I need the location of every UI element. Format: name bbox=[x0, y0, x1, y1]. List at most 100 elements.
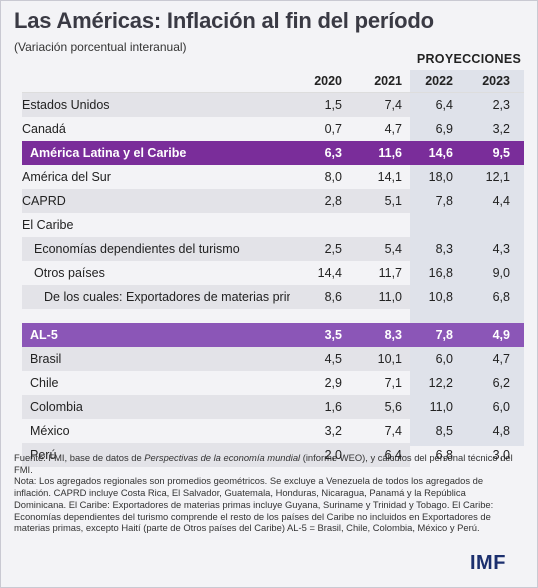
cell: 2,5 bbox=[324, 242, 342, 256]
row-label: Colombia bbox=[30, 400, 83, 414]
page-title: Las Américas: Inflación al fin del perío… bbox=[14, 8, 434, 33]
cell: 6,8 bbox=[492, 290, 510, 304]
cell: 6,8 bbox=[435, 448, 453, 462]
cell: 3,2 bbox=[324, 424, 342, 438]
row-peru: Perú 2,0 6,4 6,8 3,0 bbox=[22, 443, 524, 467]
row-canada: Canadá 0,7 4,7 6,9 3,2 bbox=[22, 117, 524, 141]
row-label: De los cuales: Exportadores de materias … bbox=[44, 290, 290, 304]
cell: 6,2 bbox=[492, 376, 510, 390]
row-chile: Chile 2,9 7,1 12,2 6,2 bbox=[22, 371, 524, 395]
year-2020: 2020 bbox=[314, 74, 342, 88]
cell: 2,0 bbox=[324, 448, 342, 462]
row-otros-paises: Otros países 14,4 11,7 16,8 9,0 bbox=[22, 261, 524, 285]
subtitle: (Variación porcentual interanual) bbox=[14, 40, 187, 54]
cell: 12,1 bbox=[485, 170, 510, 184]
cell: 6,0 bbox=[435, 352, 453, 366]
cell: 6,4 bbox=[435, 98, 453, 112]
cell: 4,4 bbox=[492, 194, 510, 208]
cell: 11,0 bbox=[378, 290, 402, 304]
row-label: América Latina y el Caribe bbox=[30, 146, 187, 160]
cell: 2,3 bbox=[492, 98, 510, 112]
row-exportadores-materias-primas: De los cuales: Exportadores de materias … bbox=[22, 285, 524, 309]
cell: 10,1 bbox=[377, 352, 402, 366]
row-brasil: Brasil 4,5 10,1 6,0 4,7 bbox=[22, 347, 524, 371]
cell: 0,7 bbox=[324, 122, 342, 136]
cell: 4,7 bbox=[492, 352, 510, 366]
row-label: Otros países bbox=[34, 266, 105, 280]
cell: 9,0 bbox=[492, 266, 510, 280]
row-estados-unidos: Estados Unidos 1,5 7,4 6,4 2,3 bbox=[22, 92, 524, 117]
cell: 4,7 bbox=[384, 122, 402, 136]
cell: 3,0 bbox=[492, 448, 510, 462]
cell: 16,8 bbox=[428, 266, 453, 280]
cell: 1,6 bbox=[324, 400, 342, 414]
source-note: Fuente: FMI, base de datos de Perspectiv… bbox=[14, 452, 514, 475]
cell: 4,5 bbox=[324, 352, 342, 366]
cell: 1,5 bbox=[324, 98, 342, 112]
row-label: Perú bbox=[30, 448, 57, 462]
cell: 11,6 bbox=[378, 146, 402, 160]
cell: 14,4 bbox=[317, 266, 342, 280]
cell: 14,1 bbox=[377, 170, 402, 184]
cell: 7,4 bbox=[384, 424, 402, 438]
year-2022: 2022 bbox=[425, 74, 453, 88]
source-suffix: (informe WEO), y cálculos del personal t… bbox=[14, 452, 513, 475]
cell: 4,8 bbox=[492, 424, 510, 438]
row-america-del-sur: América del Sur 8,0 14,1 18,0 12,1 bbox=[22, 165, 524, 189]
cell: 8,3 bbox=[384, 328, 402, 342]
row-al-5: AL-5 3,5 8,3 7,8 4,9 bbox=[22, 323, 524, 347]
cell: 6,3 bbox=[324, 146, 342, 160]
year-2023: 2023 bbox=[482, 74, 510, 88]
cell: 5,6 bbox=[384, 400, 402, 414]
cell: 9,5 bbox=[492, 146, 510, 160]
row-label: México bbox=[30, 424, 70, 438]
row-label: AL-5 bbox=[30, 328, 58, 342]
cell: 8,5 bbox=[435, 424, 453, 438]
cell: 6,0 bbox=[492, 400, 510, 414]
methodology-note: Nota: Los agregados regionales son prome… bbox=[14, 475, 494, 534]
row-el-caribe: El Caribe bbox=[22, 213, 524, 237]
imf-logo: IMF bbox=[470, 552, 506, 574]
row-caprd: CAPRD 2,8 5,1 7,8 4,4 bbox=[22, 189, 524, 213]
cell: 7,8 bbox=[435, 328, 453, 342]
inflation-table: 2020 2021 2022 2023 Estados Unidos 1,5 7… bbox=[22, 70, 524, 467]
projections-label: PROYECCIONES bbox=[416, 52, 522, 66]
row-america-latina-caribe: América Latina y el Caribe 6,3 11,6 14,6… bbox=[22, 141, 524, 165]
cell: 11,7 bbox=[378, 266, 402, 280]
cell: 7,8 bbox=[435, 194, 453, 208]
cell: 8,3 bbox=[435, 242, 453, 256]
cell: 7,4 bbox=[384, 98, 402, 112]
row-label: Canadá bbox=[22, 122, 66, 136]
row-economias-turismo: Economías dependientes del turismo 2,5 5… bbox=[22, 237, 524, 261]
cell: 3,5 bbox=[324, 328, 342, 342]
source-prefix: Fuente: FMI, base de datos de bbox=[14, 452, 145, 463]
row-mexico: México 3,2 7,4 8,5 4,8 bbox=[22, 419, 524, 443]
cell: 14,6 bbox=[428, 146, 453, 160]
cell: 7,1 bbox=[384, 376, 402, 390]
source-publication: Perspectivas de la economía mundial bbox=[144, 452, 301, 463]
year-2021: 2021 bbox=[374, 74, 402, 88]
cell: 6,9 bbox=[435, 122, 453, 136]
cell: 5,1 bbox=[384, 194, 402, 208]
cell: 8,0 bbox=[324, 170, 342, 184]
row-label: Chile bbox=[30, 376, 59, 390]
cell: 3,2 bbox=[492, 122, 510, 136]
cell: 8,6 bbox=[324, 290, 342, 304]
cell: 4,9 bbox=[492, 328, 510, 342]
cell: 11,0 bbox=[429, 400, 453, 414]
cell: 10,8 bbox=[428, 290, 453, 304]
table-gap bbox=[22, 309, 524, 323]
row-label: América del Sur bbox=[22, 170, 111, 184]
cell: 6,4 bbox=[384, 448, 402, 462]
cell: 5,4 bbox=[384, 242, 402, 256]
row-colombia: Colombia 1,6 5,6 11,0 6,0 bbox=[22, 395, 524, 419]
row-label: Economías dependientes del turismo bbox=[34, 242, 240, 256]
footnotes: Fuente: FMI, base de datos de Perspectiv… bbox=[14, 452, 514, 534]
cell: 4,3 bbox=[492, 242, 510, 256]
cell: 2,8 bbox=[324, 194, 342, 208]
projections-shade bbox=[410, 70, 524, 446]
row-label: CAPRD bbox=[22, 194, 66, 208]
row-label: El Caribe bbox=[22, 218, 74, 232]
row-label: Brasil bbox=[30, 352, 62, 366]
row-label: Estados Unidos bbox=[22, 98, 110, 112]
